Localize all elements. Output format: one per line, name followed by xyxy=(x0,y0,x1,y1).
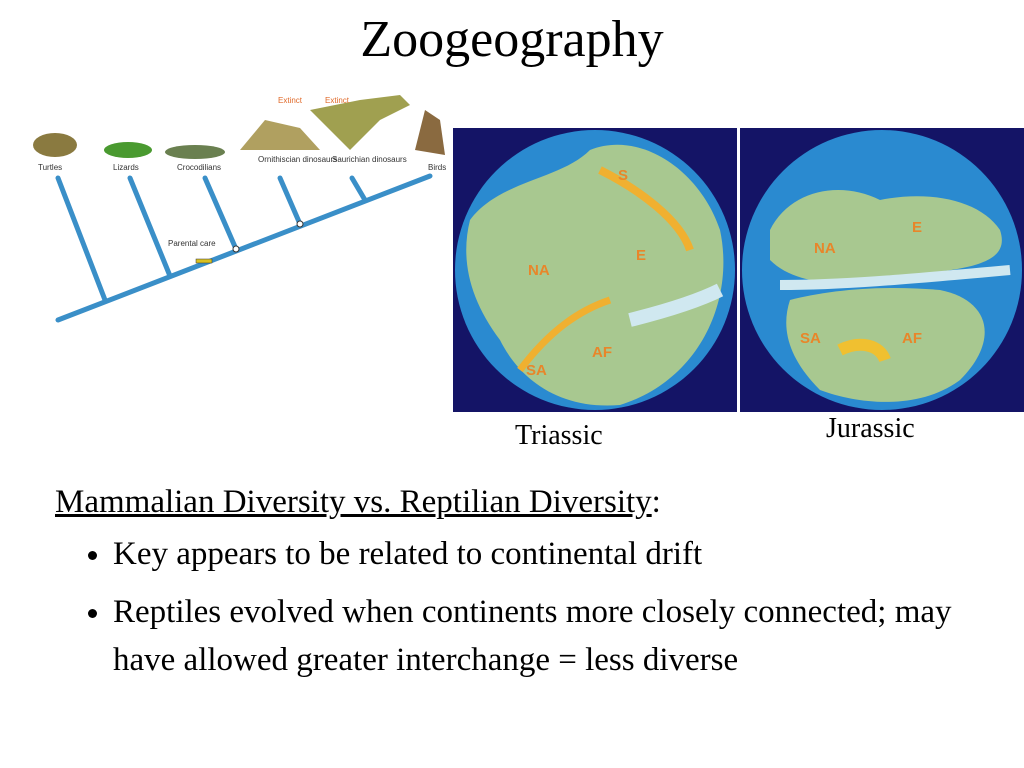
continent-label: SA xyxy=(800,330,821,347)
map-triassic: S E NA SA AF xyxy=(453,128,737,412)
cladogram xyxy=(55,173,433,323)
slide-title: Zoogeography xyxy=(360,11,664,68)
continent-label: NA xyxy=(814,240,836,257)
taxon: Saurichian dinosaurs xyxy=(332,155,407,164)
continent-label: SA xyxy=(526,362,547,379)
trait-label: Parental care xyxy=(168,239,216,248)
continent-label: S xyxy=(618,167,628,184)
heading: Mammalian Diversity vs. Reptilian Divers… xyxy=(55,484,652,520)
continent-label: AF xyxy=(902,330,922,347)
extinct-label: Extinct xyxy=(325,96,350,105)
map-caption: Triassic xyxy=(515,420,603,451)
bullet: Key appears to be related to continental… xyxy=(113,530,975,578)
taxon: Lizards xyxy=(113,163,139,172)
continent-label: NA xyxy=(528,262,550,279)
heading-suffix: : xyxy=(651,484,661,520)
map-jurassic: NA E SA AF xyxy=(740,128,1024,412)
slide-body: Mammalian Diversity vs. Reptilian Divers… xyxy=(55,478,975,694)
continent-label: E xyxy=(912,219,922,236)
animal-icons xyxy=(33,95,445,159)
taxon: Ornithiscian dinosaurs xyxy=(258,155,337,164)
extinct-label: Extinct xyxy=(278,96,303,105)
map-caption: Jurassic xyxy=(826,413,915,444)
continent-label: AF xyxy=(592,344,612,361)
taxon: Birds xyxy=(428,163,446,172)
taxon: Crocodilians xyxy=(177,163,221,172)
continent-label: E xyxy=(636,247,646,264)
bullet: Reptiles evolved when continents more cl… xyxy=(113,588,975,684)
bullet-list: Key appears to be related to continental… xyxy=(55,530,975,684)
taxon: Turtles xyxy=(38,163,62,172)
